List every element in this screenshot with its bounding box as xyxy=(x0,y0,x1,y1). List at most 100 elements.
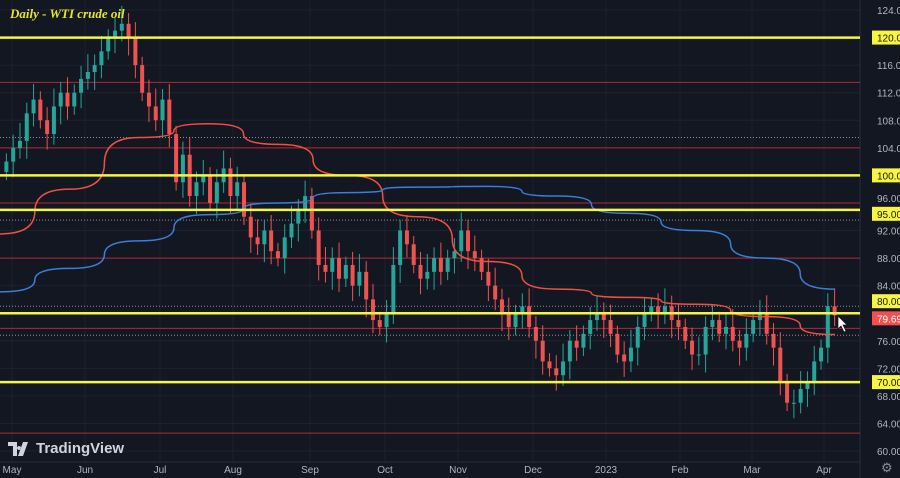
candle-body xyxy=(316,230,321,265)
candle-body xyxy=(438,258,443,272)
candle-body xyxy=(85,72,90,79)
price-tick-label: 84.00 xyxy=(877,282,900,293)
price-tick-label: 64.00 xyxy=(877,419,900,430)
candle-body xyxy=(153,106,158,121)
time-tick-label: 2023 xyxy=(595,465,618,476)
time-tick-label: Dec xyxy=(524,465,542,476)
candle-body xyxy=(11,147,16,162)
candle-body xyxy=(581,333,586,348)
candle-body xyxy=(520,306,525,314)
time-tick-label: Apr xyxy=(816,465,832,476)
price-tick-label: 104.00 xyxy=(877,144,900,155)
time-tick-label: May xyxy=(3,465,22,476)
level-label: 70.00 xyxy=(877,378,900,389)
brand-name: TradingView xyxy=(36,440,125,457)
tradingview-logo[interactable]: TradingView xyxy=(8,440,124,457)
candle-body xyxy=(744,333,749,348)
candle-body xyxy=(337,258,342,279)
candle-body xyxy=(45,120,50,135)
level-label: 120.00 xyxy=(877,34,900,45)
mouse-cursor-icon xyxy=(837,315,848,333)
candle-body xyxy=(832,306,837,316)
candle-body xyxy=(812,361,817,383)
candle-body xyxy=(228,168,233,197)
candle-body xyxy=(656,306,661,314)
price-tick-label: 68.00 xyxy=(877,392,900,403)
price-tick-label: 112.00 xyxy=(877,89,900,100)
candle-body xyxy=(330,258,335,272)
candle-body xyxy=(452,251,457,259)
candle-body xyxy=(696,354,701,356)
candle-body xyxy=(635,326,640,348)
candle-body xyxy=(499,299,504,314)
price-tick-label: 88.00 xyxy=(877,254,900,265)
candle-body xyxy=(513,313,518,327)
time-tick-label: Feb xyxy=(671,465,689,476)
candle-body xyxy=(737,340,742,348)
candle-body xyxy=(357,271,362,286)
candle-body xyxy=(561,361,566,376)
candle-body xyxy=(51,106,56,135)
candle-body xyxy=(79,78,84,93)
candle-body xyxy=(649,306,654,314)
last-price-label: 79.69 xyxy=(877,314,900,325)
candle-body xyxy=(126,23,131,38)
price-tick-label: 72.00 xyxy=(877,364,900,375)
tradingview-logo-icon xyxy=(8,441,28,456)
candle-body xyxy=(533,326,538,341)
candle-body xyxy=(771,333,776,348)
candle-body xyxy=(683,326,688,341)
candle-body xyxy=(554,368,559,376)
candle-body xyxy=(208,175,213,203)
candle-body xyxy=(133,37,138,66)
candle-body xyxy=(601,313,606,321)
candle-body xyxy=(588,320,593,334)
candle-body xyxy=(92,65,97,73)
candle-body xyxy=(4,161,9,172)
candle-body xyxy=(391,264,396,314)
candle-body xyxy=(418,264,423,279)
settings-gear-icon[interactable]: ⚙ xyxy=(881,460,893,475)
candle-body xyxy=(751,320,756,334)
candle-body xyxy=(466,230,471,252)
candle-body xyxy=(343,264,348,279)
level-label-box xyxy=(872,168,900,183)
candle-body xyxy=(167,99,172,135)
candle-body xyxy=(723,326,728,334)
time-tick-label: Sep xyxy=(301,465,319,476)
candle-body xyxy=(262,230,267,245)
candle-body xyxy=(798,388,803,403)
candle-body xyxy=(201,175,206,183)
candle-body xyxy=(282,237,287,259)
candle-body xyxy=(31,99,36,114)
level-label: 95.00 xyxy=(877,210,900,221)
candle-body xyxy=(323,264,328,272)
candle-body xyxy=(506,313,511,327)
candle-body xyxy=(241,182,246,217)
candle-body xyxy=(459,230,464,252)
candle-body xyxy=(791,402,796,404)
candle-body xyxy=(785,382,790,403)
candle-body xyxy=(17,140,22,148)
candle-body xyxy=(662,306,667,314)
price-tick-label: 92.00 xyxy=(877,227,900,238)
time-tick-label: Jun xyxy=(77,465,93,476)
candle-body xyxy=(58,92,63,107)
candle-body xyxy=(567,340,572,362)
candle-body xyxy=(65,92,70,107)
candle-body xyxy=(180,154,185,183)
candle-body xyxy=(146,92,151,107)
candle-body xyxy=(527,306,532,327)
candle-body xyxy=(160,99,165,121)
level-label: 80.00 xyxy=(877,297,900,308)
candle-body xyxy=(194,182,199,197)
candle-body xyxy=(269,230,274,252)
candle-body xyxy=(764,313,769,334)
price-tick-label: 108.00 xyxy=(877,116,900,127)
candle-body xyxy=(235,182,240,197)
candle-body xyxy=(628,347,633,362)
candle-body xyxy=(710,320,715,327)
last-price-label-box xyxy=(872,311,900,326)
